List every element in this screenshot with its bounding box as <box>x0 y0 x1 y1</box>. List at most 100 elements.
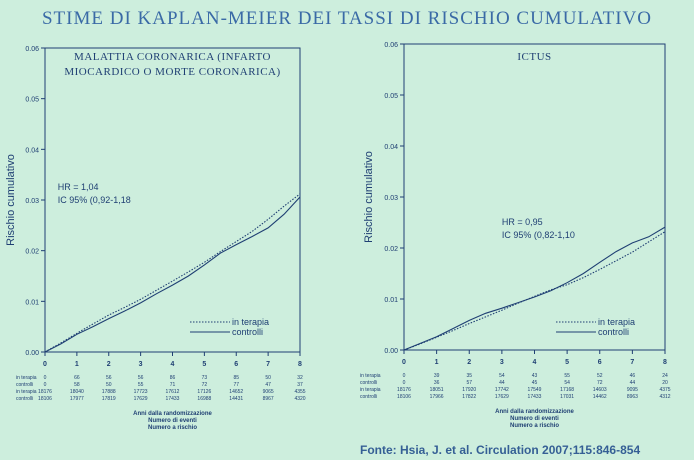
risk-table-cell: 17612 <box>166 389 180 395</box>
x-tick-label: 2 <box>107 361 111 368</box>
x-tick-label: 1 <box>75 361 79 368</box>
risk-table-cell: 0 <box>44 382 47 388</box>
risk-table-cell: 17888 <box>102 389 116 395</box>
x-tick-label: 8 <box>663 359 667 366</box>
risk-table-cell: 18176 <box>397 387 411 393</box>
plot-frame <box>403 43 666 351</box>
risk-table-cell: 14652 <box>229 389 243 395</box>
x-tick-label: 5 <box>202 361 206 368</box>
x-tick-label: 1 <box>435 359 439 366</box>
legend-label: controlli <box>598 327 629 337</box>
series-line-controlli <box>403 226 666 351</box>
panel-title-line: MIOCARDICO O MORTE CORONARICA) <box>64 66 280 78</box>
risk-table-cell: 4355 <box>294 389 305 395</box>
risk-table-cell: 17126 <box>197 389 211 395</box>
x-axis-caption: Numero a rischio <box>148 425 197 431</box>
risk-table-cell: 66 <box>74 375 80 381</box>
risk-table-cell: 71 <box>170 382 176 388</box>
risk-table-cell: 85 <box>233 375 239 381</box>
risk-table-cell: 55 <box>138 382 144 388</box>
risk-table-cell: 54 <box>564 380 570 386</box>
risk-table-cell: 17433 <box>166 396 180 402</box>
risk-table-cell: 77 <box>233 382 239 388</box>
risk-table-cell: 0 <box>403 373 406 379</box>
risk-table-cell: 17629 <box>134 396 148 402</box>
risk-table-cell: 50 <box>106 382 112 388</box>
y-tick-label: 0.05 <box>25 97 39 104</box>
risk-table-cell: 9095 <box>627 387 638 393</box>
x-axis-caption: Numero di eventi <box>148 418 197 424</box>
risk-table-cell: 0 <box>44 375 47 381</box>
risk-table-row-label: controlli <box>16 382 33 388</box>
slide-title: STIME DI KAPLAN-MEIER DEI TASSI DI RISCH… <box>41 8 653 29</box>
legend-label: controlli <box>232 327 263 337</box>
y-tick-label: 0.00 <box>384 348 398 355</box>
risk-table-row-label: controlli <box>16 396 33 402</box>
risk-table-cell: 72 <box>597 380 603 386</box>
risk-table-cell: 18051 <box>430 387 444 393</box>
risk-table-cell: 20 <box>662 380 668 386</box>
risk-table-row-label: in terapia <box>360 373 381 379</box>
y-tick-label: 0.01 <box>25 299 39 306</box>
risk-table-cell: 44 <box>499 380 505 386</box>
risk-table-cell: 17168 <box>560 387 574 393</box>
y-tick-label: 0.03 <box>384 195 398 202</box>
risk-table-row-label: controlli <box>360 380 377 386</box>
x-axis-caption: Anni dalla randomizzazione <box>133 411 212 417</box>
y-tick-label: 0.03 <box>25 198 39 205</box>
y-tick-label: 0.04 <box>25 147 39 154</box>
x-axis-caption: Numero a rischio <box>510 423 559 429</box>
x-tick-label: 4 <box>533 359 537 366</box>
legend-label: in terapia <box>598 317 635 327</box>
x-tick-label: 7 <box>266 361 270 368</box>
risk-table-cell: 17977 <box>70 396 84 402</box>
y-tick-label: 0.01 <box>384 297 398 304</box>
risk-table-cell: 55 <box>564 373 570 379</box>
legend-label: in terapia <box>232 317 269 327</box>
risk-table-row-label: controlli <box>360 394 377 400</box>
risk-table-row-label: in terapia <box>16 375 37 381</box>
y-tick-label: 0.06 <box>25 46 39 53</box>
risk-table-cell: 4312 <box>659 394 670 400</box>
risk-table-cell: 35 <box>466 373 472 379</box>
series-line-controlli <box>44 196 301 353</box>
y-tick-label: 0.04 <box>384 144 398 151</box>
risk-table-cell: 4320 <box>294 396 305 402</box>
risk-table-cell: 17819 <box>102 396 116 402</box>
y-tick-label: 0.02 <box>25 249 39 256</box>
risk-table-cell: 37 <box>297 382 303 388</box>
x-tick-label: 2 <box>467 359 471 366</box>
risk-table-cell: 50 <box>265 375 271 381</box>
risk-table-cell: 86 <box>170 375 176 381</box>
risk-table-cell: 47 <box>265 382 271 388</box>
y-axis-label: Rischio cumulativo <box>5 154 17 246</box>
hazard-ratio-annotation: IC 95% (0,82-1,10 <box>502 230 575 240</box>
risk-table-cell: 73 <box>202 375 208 381</box>
risk-table-cell: 9065 <box>263 389 274 395</box>
x-axis-caption: Numero di eventi <box>510 416 559 422</box>
chart-panel-2: 0.000.010.020.030.040.050.060 1 2 3 4 5 6 7 8Ris… <box>360 42 671 429</box>
risk-table-cell: 44 <box>630 380 636 386</box>
x-tick-label: 3 <box>500 359 504 366</box>
x-tick-label: 3 <box>139 361 143 368</box>
risk-table-cell: 17920 <box>462 387 476 393</box>
x-tick-label: 8 <box>298 361 302 368</box>
x-tick-label: 6 <box>234 361 238 368</box>
source-citation: Fonte: Hsia, J. et al. Circulation 2007;… <box>360 443 641 457</box>
x-axis-caption: Anni dalla randomizzazione <box>495 409 574 415</box>
risk-table-cell: 24 <box>662 373 668 379</box>
hazard-ratio-annotation: HR = 1,04 <box>58 182 99 192</box>
risk-table-cell: 0 <box>403 380 406 386</box>
risk-table-cell: 36 <box>434 380 440 386</box>
risk-table-row-label: in terapia <box>360 387 381 393</box>
risk-table-cell: 18106 <box>397 394 411 400</box>
risk-table-cell: 52 <box>597 373 603 379</box>
x-tick-label: 0 <box>402 359 406 366</box>
y-tick-label: 0.02 <box>384 246 398 253</box>
chart-panel-1: 0.000.010.020.030.040.050.060 1 2 3 4 5 6 7 8Ris… <box>5 46 306 431</box>
risk-table-cell: 14603 <box>593 387 607 393</box>
y-tick-label: 0.00 <box>25 350 39 357</box>
x-tick-label: 7 <box>630 359 634 366</box>
risk-table-cell: 58 <box>74 382 80 388</box>
y-axis-label: Rischio cumulativo <box>363 151 375 243</box>
